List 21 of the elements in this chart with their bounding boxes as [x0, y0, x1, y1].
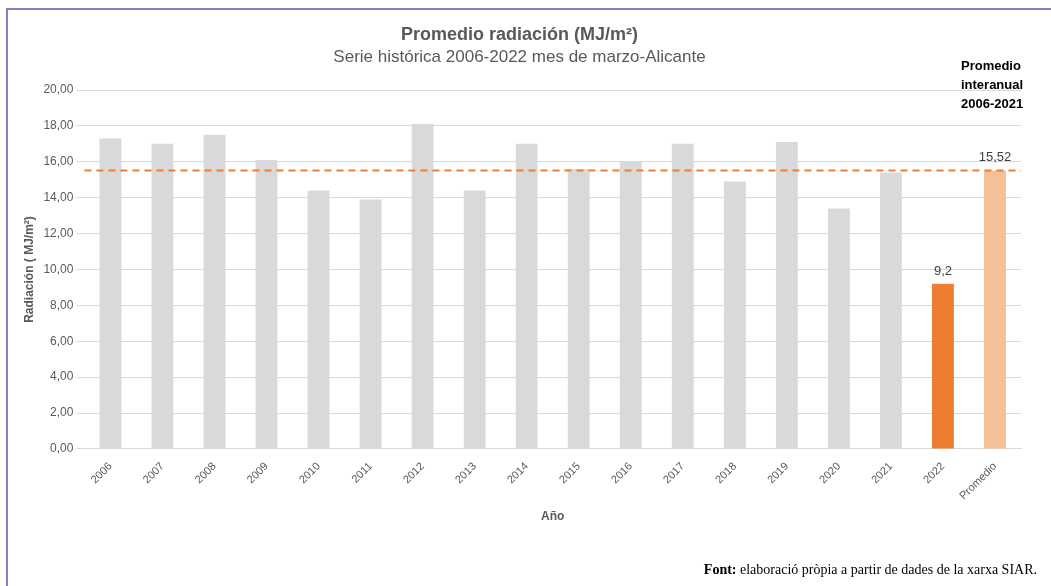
y-tick-label: 4,00	[50, 369, 74, 384]
y-tick-label: 8,00	[50, 297, 74, 312]
chart-subtitle: Serie histórica 2006-2022 mes de marzo-Alicante	[333, 47, 706, 67]
bar	[932, 283, 954, 449]
y-tick-label: 20,00	[43, 82, 74, 97]
chart-title: Promedio radiación (MJ/m²)	[400, 23, 639, 44]
y-tick-label: 16,00	[43, 154, 74, 169]
x-axis-title: Año	[541, 509, 565, 524]
y-axis-title: Radiación ( MJ/m²)	[21, 216, 36, 323]
y-tick-label: 10,00	[43, 261, 74, 276]
bar	[984, 170, 1006, 449]
y-tick-label: 14,00	[43, 190, 74, 205]
y-tick-label: 6,00	[50, 333, 74, 348]
text: Font: elaboració pròpia a partir de dades de la xarxa SIAR.	[703, 562, 1037, 578]
annotation: Promedio interanual 2006-2021	[960, 57, 1025, 113]
data-label: 15,52	[978, 149, 1012, 165]
y-tick-label: 2,00	[50, 405, 74, 420]
y-tick-label: 12,00	[43, 225, 74, 240]
data-label: 9,2	[933, 262, 952, 278]
y-tick-label: 0,00	[50, 441, 74, 456]
y-tick-label: 18,00	[43, 118, 74, 133]
